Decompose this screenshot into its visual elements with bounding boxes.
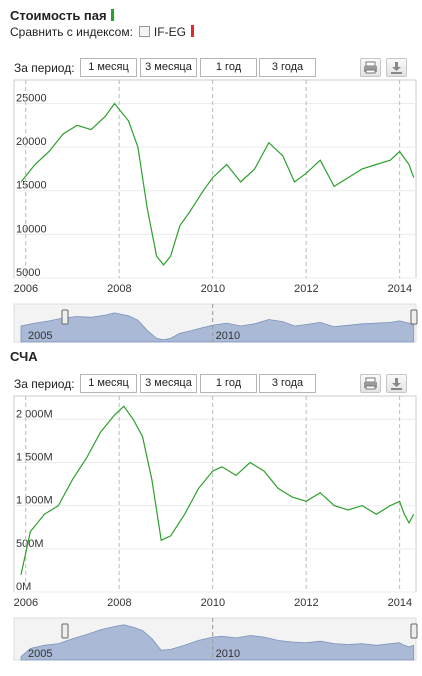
y-tick-label: 0M [16,581,31,593]
index-color-marker [190,25,194,37]
navigator-handle[interactable] [61,309,69,325]
index-name: IF-EG [153,25,186,39]
x-tick-label: 2010 [201,283,225,295]
y-tick-label: 5000 [16,267,40,279]
y-tick-label: 1 500M [16,451,53,463]
navigator-label-2010: 2010 [216,648,240,660]
period-label: За период: [14,61,75,75]
x-tick-label: 2006 [14,283,38,295]
y-tick-label: 25000 [16,92,47,104]
x-tick-label: 2014 [388,283,412,295]
navigator-label-2005: 2005 [28,330,52,342]
section-title-nav: СЧА [10,349,38,364]
period-3-months-button[interactable]: 3 месяца [140,58,197,77]
unit-price-chart: 5000 10000 15000 20000 25000 2006 2008 2010 2012… [13,79,418,343]
y-tick-label: 15000 [16,180,47,192]
navigator-label-2010: 2010 [216,330,240,342]
period-3-months-button-2[interactable]: 3 месяца [140,374,197,393]
download-icon [391,378,402,390]
period-1-month-button[interactable]: 1 месяц [80,58,137,77]
y-tick-label: 10000 [16,223,47,235]
print-icon [364,61,377,74]
y-tick-label: 500M [16,538,44,550]
series-color-marker [110,9,114,21]
y-tick-label: 2 000M [16,408,53,420]
x-tick-label: 2008 [107,597,131,609]
y-tick-label: 1 000M [16,495,53,507]
print-icon [364,377,377,390]
period-3-years-button-2[interactable]: 3 года [259,374,316,393]
download-icon [391,62,402,74]
period-3-years-button[interactable]: 3 года [259,58,316,77]
print-button[interactable] [360,58,381,77]
x-tick-label: 2014 [388,597,412,609]
series-line [20,102,415,266]
x-tick-label: 2006 [14,597,38,609]
compare-index-checkbox[interactable] [138,26,150,37]
print-button-2[interactable] [360,374,381,393]
period-1-year-button[interactable]: 1 год [200,58,257,77]
x-tick-label: 2012 [294,597,318,609]
navigator-area [20,624,415,661]
plot-frame [13,395,417,593]
navigator-handle[interactable] [61,623,69,639]
y-tick-label: 20000 [16,136,47,148]
x-tick-label: 2010 [201,597,225,609]
x-tick-label: 2008 [107,283,131,295]
x-tick-label: 2012 [294,283,318,295]
navigator-handle[interactable] [410,309,418,325]
section-title-text: Стоимость пая [10,8,107,23]
compare-index-row: Сравнить с индексом: IF-EG [10,25,194,39]
period-1-year-button-2[interactable]: 1 год [200,374,257,393]
download-button-2[interactable] [386,374,407,393]
compare-label: Сравнить с индексом: [10,25,133,39]
plot-frame [13,79,417,279]
navigator-label-2005: 2005 [28,648,52,660]
navigator-handle[interactable] [410,623,418,639]
download-button[interactable] [386,58,407,77]
section-title-unit-price: Стоимость пая [10,8,114,23]
series-line [20,405,415,575]
period-1-month-button-2[interactable]: 1 месяц [80,374,137,393]
period-label-2: За период: [14,377,75,391]
